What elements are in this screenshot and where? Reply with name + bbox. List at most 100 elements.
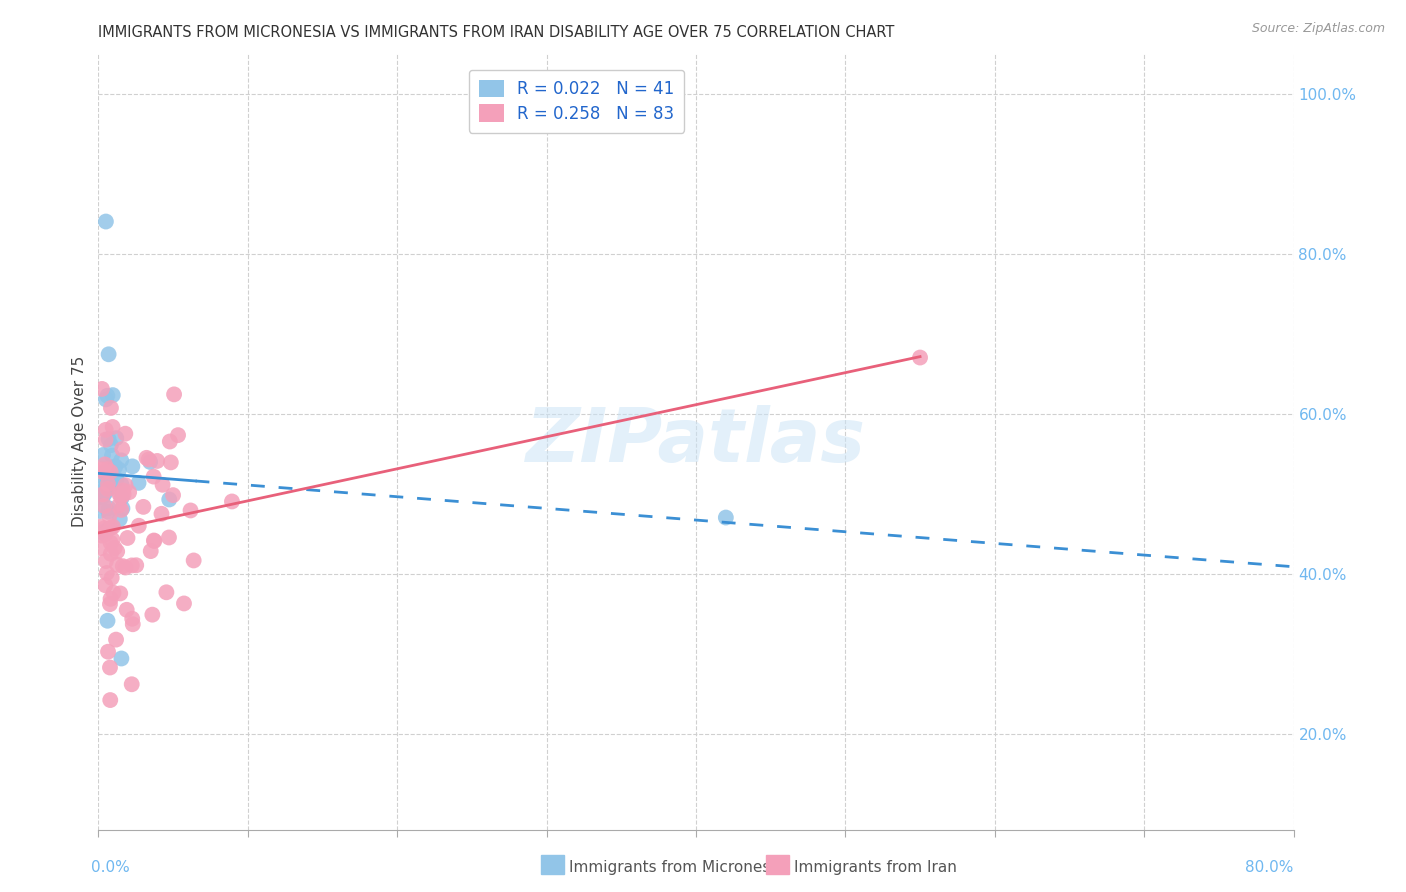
Point <box>101 533 124 547</box>
Point <box>100 535 122 549</box>
Point <box>110 651 132 665</box>
Point <box>110 503 132 517</box>
Point <box>162 488 184 502</box>
Point <box>94 578 117 592</box>
Point <box>89 519 111 533</box>
Point <box>117 531 139 545</box>
Point <box>146 454 169 468</box>
Point <box>91 448 114 462</box>
Point <box>139 544 162 558</box>
Text: ZIPatlas: ZIPatlas <box>526 405 866 478</box>
Point <box>97 505 120 519</box>
Point <box>105 558 128 572</box>
Point <box>96 476 118 491</box>
Text: 80.0%: 80.0% <box>1246 860 1294 874</box>
Point <box>128 518 150 533</box>
Point <box>714 510 737 524</box>
Point <box>93 467 115 481</box>
Point <box>94 554 117 568</box>
Point <box>105 472 128 486</box>
Point <box>90 528 112 542</box>
Point <box>97 482 120 496</box>
Point <box>91 525 114 540</box>
Point <box>112 487 135 501</box>
Point <box>97 432 120 446</box>
Point <box>91 382 114 396</box>
Point <box>143 533 166 548</box>
Point <box>96 566 118 580</box>
Point <box>100 571 122 585</box>
Point <box>105 544 128 558</box>
Point <box>97 347 120 361</box>
Point <box>128 475 150 490</box>
Point <box>100 521 122 535</box>
Point <box>100 591 122 606</box>
Point <box>101 520 124 534</box>
Point <box>97 645 120 659</box>
Point <box>97 501 120 516</box>
Point <box>114 426 136 441</box>
Point <box>121 612 143 626</box>
Point <box>104 459 127 474</box>
Point <box>221 494 243 508</box>
Point <box>103 586 125 600</box>
Point <box>104 541 127 555</box>
Point <box>101 449 124 463</box>
Point <box>96 614 118 628</box>
Point <box>110 477 132 491</box>
Point <box>150 507 173 521</box>
Point <box>101 420 124 434</box>
Point <box>142 533 165 548</box>
Point <box>93 483 115 497</box>
Point <box>111 442 134 456</box>
Point <box>91 462 114 476</box>
Point <box>121 677 143 691</box>
Point <box>160 455 183 469</box>
Point <box>111 559 134 574</box>
Point <box>98 509 121 524</box>
Point <box>94 527 117 541</box>
Point <box>110 586 132 600</box>
Point <box>105 632 128 647</box>
Point <box>91 465 114 479</box>
Point <box>100 471 122 485</box>
Point <box>159 434 181 449</box>
Point <box>91 487 114 501</box>
Point <box>97 476 120 491</box>
Point <box>108 512 131 526</box>
Point <box>111 491 134 505</box>
Point <box>173 597 195 611</box>
Point <box>163 387 186 401</box>
Point <box>105 431 128 445</box>
Point <box>180 503 202 517</box>
Point <box>125 558 148 573</box>
Point <box>132 500 155 514</box>
Point <box>94 423 117 437</box>
Point <box>94 392 117 407</box>
Point <box>139 455 162 469</box>
Point <box>100 438 122 452</box>
Point <box>121 558 143 573</box>
Point <box>155 585 177 599</box>
Text: Immigrants from Micronesia: Immigrants from Micronesia <box>569 860 785 874</box>
Point <box>108 499 131 513</box>
Point <box>167 428 190 442</box>
Point <box>97 522 120 536</box>
Point <box>183 553 205 567</box>
Point <box>111 501 134 516</box>
Point <box>90 541 112 555</box>
Legend: R = 0.022   N = 41, R = 0.258   N = 83: R = 0.022 N = 41, R = 0.258 N = 83 <box>468 70 685 133</box>
Text: 0.0%: 0.0% <box>91 860 131 874</box>
Point <box>118 485 141 500</box>
Point <box>135 450 157 465</box>
Point <box>121 459 143 474</box>
Point <box>96 462 118 476</box>
Point <box>94 475 117 490</box>
Point <box>101 460 124 475</box>
Point <box>110 490 132 504</box>
Point <box>108 487 131 501</box>
Point <box>115 603 138 617</box>
Point <box>96 389 118 403</box>
Point <box>121 617 143 632</box>
Text: IMMIGRANTS FROM MICRONESIA VS IMMIGRANTS FROM IRAN DISABILITY AGE OVER 75 CORREL: IMMIGRANTS FROM MICRONESIA VS IMMIGRANTS… <box>98 25 894 40</box>
